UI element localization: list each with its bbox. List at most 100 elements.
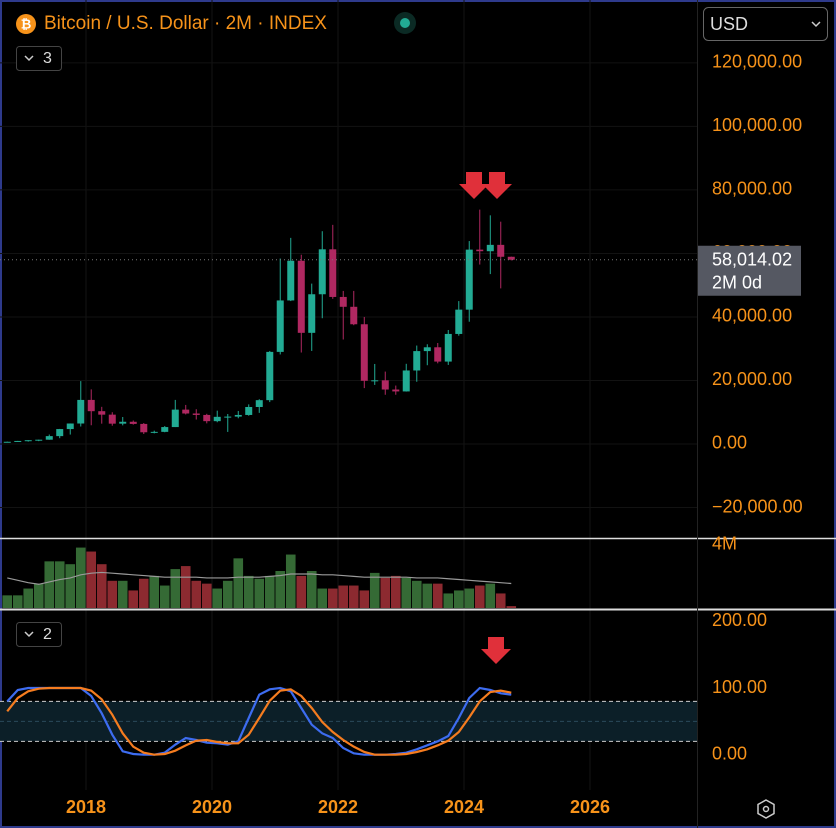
candle-body: [371, 380, 379, 382]
volume-bar: [296, 575, 307, 608]
arrow-annotation: [459, 172, 489, 199]
volume-bar: [117, 580, 128, 608]
volume-bar: [506, 606, 517, 608]
candle-body: [77, 399, 85, 424]
volume-bar: [201, 583, 212, 608]
volume-bar: [485, 583, 496, 608]
y-tick-label: 80,000.00: [712, 179, 792, 199]
x-tick-label: 2022: [318, 797, 358, 817]
candle-body: [3, 441, 11, 443]
coin-icon-glyph: ₿: [21, 16, 32, 31]
labels: 2018 2020 2022 2024 2026 −20,000.00 0.00 20,000…: [66, 52, 803, 817]
grid: [0, 0, 697, 790]
candle-body: [455, 309, 463, 334]
currency-label: USD: [710, 14, 748, 34]
candle-body: [56, 429, 64, 437]
candle-body: [98, 411, 106, 415]
y-tick-label: 120,000.00: [712, 52, 802, 72]
candle-body: [24, 440, 32, 442]
candle-body: [224, 416, 232, 418]
candle-body: [339, 296, 347, 307]
volume-bar: [422, 583, 433, 608]
currency-select[interactable]: [703, 7, 828, 41]
arrow-annotation: [481, 637, 511, 664]
candle-body: [119, 421, 127, 424]
candle-body: [423, 347, 431, 352]
volume-bar: [432, 583, 443, 608]
candle-body: [465, 249, 473, 310]
y-tick-label: 40,000.00: [712, 306, 792, 326]
y-tick-label: 0.00: [712, 433, 747, 453]
volume-bar: [54, 561, 65, 608]
candle-body: [35, 439, 43, 441]
candle-body: [192, 413, 200, 415]
y-tick-label: 200.00: [712, 610, 767, 630]
candle-body: [161, 427, 169, 432]
candle-body: [392, 389, 400, 392]
volume-bar: [317, 588, 328, 608]
volume-bar: [359, 590, 370, 608]
y-tick-label: 100.00: [712, 677, 767, 697]
y-tick-label: 0.00: [712, 743, 747, 763]
candle-body: [297, 260, 305, 333]
candle-body: [350, 306, 358, 325]
indicator-count: 2: [43, 626, 52, 643]
y-tick-label: 4M: [712, 533, 737, 553]
candle-body: [476, 249, 484, 252]
candle-body: [255, 400, 263, 407]
chart-title: Bitcoin / U.S. Dollar · 2M · INDEX: [44, 13, 327, 34]
settings-icon[interactable]: [757, 799, 775, 819]
volume-bar: [411, 580, 422, 608]
collapse-button[interactable]: [16, 622, 62, 647]
volume-bar: [33, 583, 44, 608]
volume-bar: [275, 570, 286, 608]
volume-bar: [149, 575, 160, 608]
candle-body: [182, 409, 190, 414]
volume-bar: [222, 580, 233, 608]
marks: [0, 209, 697, 756]
candle-body: [507, 256, 515, 260]
volume-bar: [306, 570, 317, 608]
collapse-button[interactable]: [16, 46, 62, 71]
candle-body: [318, 249, 326, 295]
volume-bar: [443, 593, 454, 608]
volume-bar: [138, 578, 149, 608]
last-price-box: [698, 245, 801, 296]
candle-body: [402, 370, 410, 392]
candle-body: [203, 414, 211, 422]
candle-body: [444, 333, 452, 362]
volume-bar: [44, 561, 55, 608]
volume-bar: [380, 577, 391, 608]
candle-body: [213, 416, 221, 422]
volume-bar: [23, 588, 34, 608]
settings-icon-center: [762, 805, 770, 813]
volume-bar: [212, 588, 223, 608]
candle-body: [497, 244, 505, 257]
chevron: [24, 631, 34, 638]
volume-bar: [254, 578, 265, 608]
volume-bar: [65, 564, 76, 608]
volume-bar: [327, 588, 338, 608]
stoch-line: [6, 686, 512, 756]
volume-bar: [264, 575, 275, 608]
volume-bar: [495, 593, 506, 608]
candle-body: [66, 423, 74, 430]
coin-icon: [16, 14, 36, 34]
status-dot: [400, 18, 410, 28]
volume-bar: [12, 595, 23, 608]
candle-body: [245, 406, 253, 415]
candle-body: [234, 414, 242, 417]
arrow-annotation: [482, 172, 512, 199]
volume-bar: [474, 585, 485, 608]
candle-body: [87, 399, 95, 412]
volume-bar: [2, 595, 13, 608]
candle-body: [434, 347, 442, 362]
candle-body: [360, 324, 368, 381]
volume-bar: [180, 566, 191, 608]
chevron: [811, 21, 821, 28]
volume-bar: [464, 588, 475, 608]
candle-body: [287, 260, 295, 301]
volume-bar: [453, 590, 464, 608]
indicator-count: 3: [43, 50, 52, 67]
volume-bar: [233, 558, 244, 608]
